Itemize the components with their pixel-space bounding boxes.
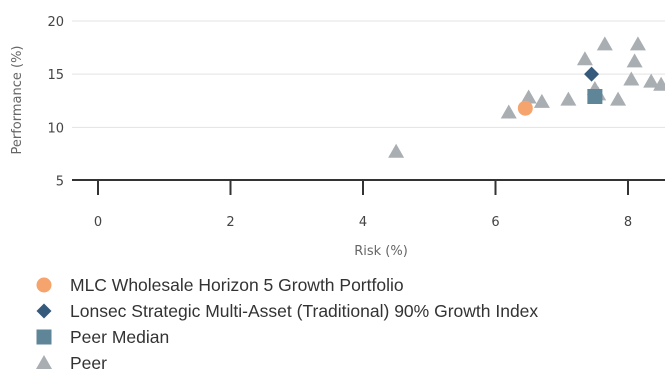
square-icon [36,329,52,345]
x-tick-label: 8 [624,215,632,230]
legend-item: Lonsec Strategic Multi-Asset (Traditiona… [36,298,538,324]
series-diamond [584,66,600,82]
data-point-triangle [610,91,627,106]
data-point-triangle [560,91,577,106]
data-point-triangle [388,143,405,158]
legend-label: MLC Wholesale Horizon 5 Growth Portfolio [70,274,404,295]
series-triangle [388,36,665,158]
data-point-square [587,88,603,104]
legend-label: Lonsec Strategic Multi-Asset (Traditiona… [70,300,539,321]
data-point-triangle [653,76,665,91]
series-square [587,88,603,104]
data-point-triangle [576,51,593,66]
data-point-triangle [626,53,643,68]
y-tick-label: 10 [47,121,64,136]
data-point-triangle [533,93,550,108]
x-tick-label: 0 [94,215,102,230]
circle-icon [36,277,52,293]
legend-item: Peer Median [36,324,538,350]
legend-label: Peer [70,352,107,370]
data-point-triangle [629,36,646,51]
legend-label: Peer Median [70,326,170,347]
data-point-diamond [584,66,600,82]
y-tick-label: 15 [47,68,64,83]
y-axis-title: Performance (%) [10,45,25,154]
data-point-triangle [500,104,517,119]
legend-item: MLC Wholesale Horizon 5 Growth Portfolio [36,272,538,298]
data-point-triangle [643,73,660,88]
x-tick-label: 6 [491,215,499,230]
legend-marker-shape [36,303,52,319]
legend-marker-shape [36,277,52,293]
legend-marker-shape [36,329,52,345]
x-tick-label: 4 [359,215,367,230]
data-point-circle [517,100,533,116]
legend-item: Peer [36,350,538,370]
series-circle [517,100,533,116]
data-point-triangle [623,71,640,86]
y-tick-label: 5 [56,175,64,190]
triangle-icon [36,355,52,370]
diamond-icon [36,303,52,319]
data-point-triangle [596,36,613,51]
x-tick-label: 2 [226,215,234,230]
data-point-triangle [520,89,537,104]
scatter-plot: 5 10 15 20 0 2 4 6 8 Risk (%) Performance (%) [10,15,665,259]
y-tick-label: 20 [47,15,64,30]
legend: MLC Wholesale Horizon 5 Growth Portfolio… [36,272,538,370]
legend-marker-shape [36,355,52,369]
x-axis-title: Risk (%) [354,244,408,259]
